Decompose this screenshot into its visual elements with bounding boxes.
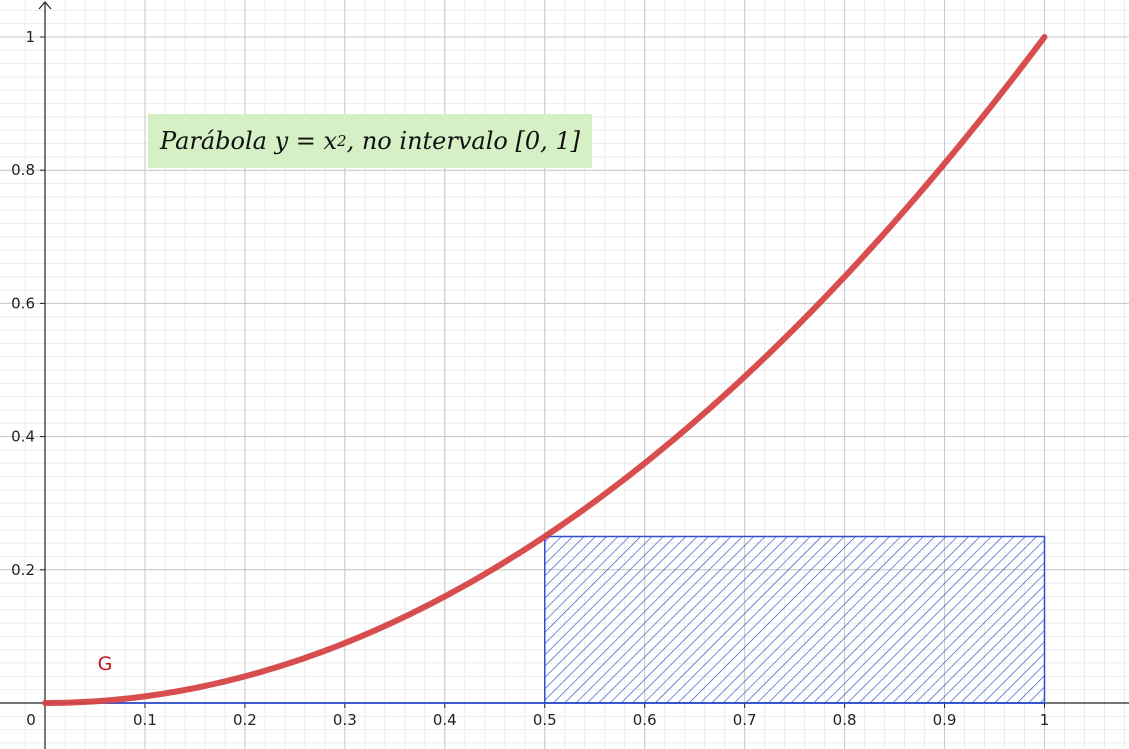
y-tick-label: 0.4 (11, 428, 35, 446)
y-tick-label: 0.6 (11, 294, 35, 312)
y-axis-arrow (38, 1, 52, 10)
x-tick-label: 0.8 (833, 711, 857, 729)
x-tick-label: 0.3 (333, 711, 357, 729)
x-tick-label: 0.7 (733, 711, 757, 729)
x-tick-label: 0.4 (433, 711, 457, 729)
x-tick-label: 0.6 (633, 711, 657, 729)
x-tick-label: 0.1 (133, 711, 157, 729)
x-tick-label: 0.2 (233, 711, 257, 729)
x-tick-label: 0.5 (533, 711, 557, 729)
x-tick-label: 0.9 (933, 711, 957, 729)
curve-label-g: G (98, 653, 113, 675)
title-prefix: Parábola y = x (160, 127, 338, 155)
y-tick-label: 1 (25, 28, 35, 46)
curve-layer (42, 34, 1048, 706)
rectangle-layer (45, 535, 1046, 704)
label-layer: G (98, 653, 113, 675)
x-tick-label: 0 (26, 711, 36, 729)
y-tick-label: 0.8 (11, 161, 35, 179)
x-tick-label: 1 (1040, 711, 1050, 729)
y-tick-label: 0.2 (11, 561, 35, 579)
parabola-curve (42, 34, 1048, 706)
tick-labels: 0 0.1 0.2 0.3 0.4 0.5 0.6 0.7 0.8 0.9 1 0.2 0.4 0.6 0.… (11, 28, 1049, 729)
hatched-rectangle (544, 535, 1046, 704)
title-suffix: , no intervalo [0, 1] (346, 127, 580, 155)
